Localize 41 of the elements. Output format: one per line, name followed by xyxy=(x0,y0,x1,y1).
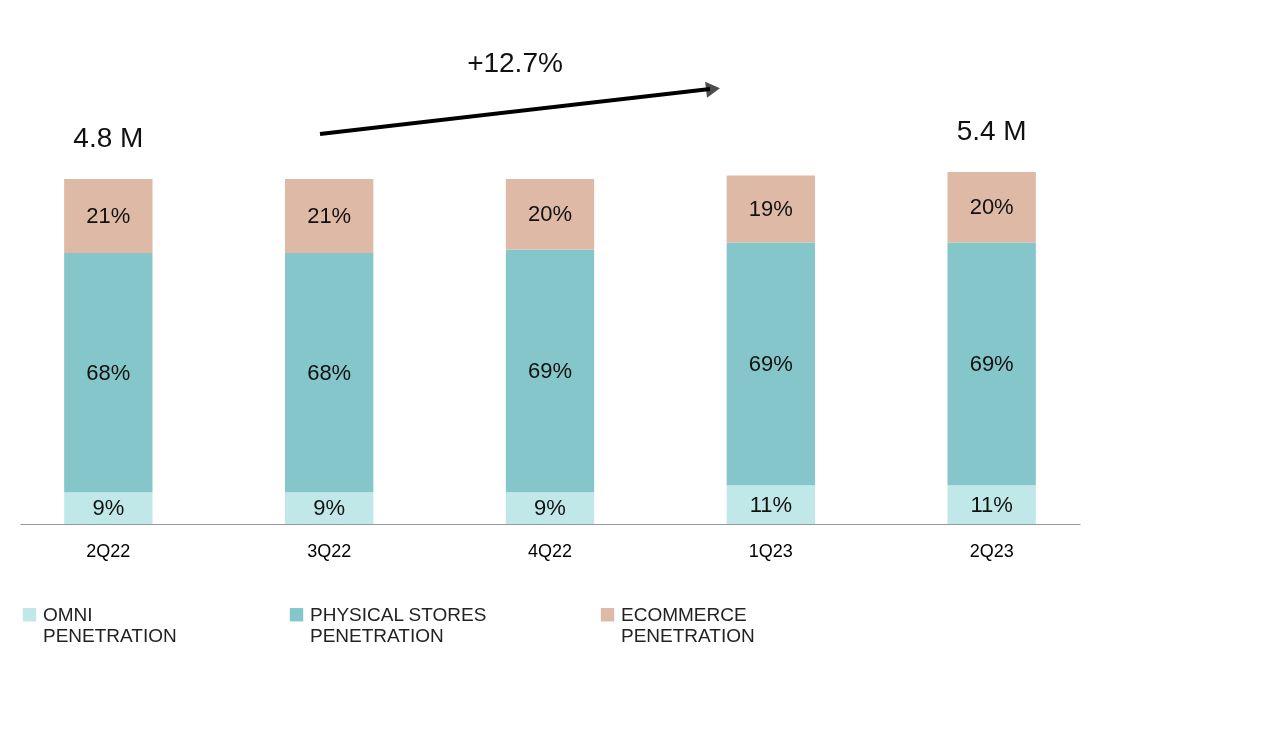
bar xyxy=(64,492,153,524)
bar xyxy=(505,249,595,493)
data-label: 68% xyxy=(307,359,352,385)
bar xyxy=(285,492,374,524)
text: +12.7% xyxy=(467,47,563,78)
bar xyxy=(726,175,815,243)
data-label: 21% xyxy=(86,203,131,228)
data-label: 69% xyxy=(527,357,573,383)
legend-label: ECOMMERCE PENETRATION xyxy=(621,603,755,646)
bar xyxy=(64,179,153,253)
data-label: 68% xyxy=(86,359,131,385)
legend-label: OMNI PENETRATION xyxy=(43,603,177,646)
bar xyxy=(947,485,1036,524)
data-label: 20% xyxy=(527,201,573,227)
bar xyxy=(285,179,374,253)
bar xyxy=(947,172,1036,243)
data-label: 11% xyxy=(749,491,793,517)
bar xyxy=(285,252,374,493)
data-label: 19% xyxy=(748,195,793,221)
data-label: 21% xyxy=(307,203,352,228)
data-label: 20% xyxy=(969,194,1014,220)
bar xyxy=(726,485,815,524)
x-tick-label: 4Q22 xyxy=(527,540,573,561)
x-tick-label: 1Q23 xyxy=(748,540,793,561)
x-tick-label: 2Q22 xyxy=(86,540,131,561)
annotation: 4.8 M xyxy=(73,122,144,154)
bar xyxy=(505,179,595,250)
bar xyxy=(64,252,153,493)
data-label: 9% xyxy=(534,495,566,521)
data-label: 9% xyxy=(92,495,125,521)
data-label: 69% xyxy=(748,350,793,376)
bar xyxy=(947,242,1036,486)
legend-label: PHYSICAL STORES PENETRATION xyxy=(310,603,487,646)
data-label: 11% xyxy=(970,491,1013,517)
data-label: 69% xyxy=(969,350,1014,376)
x-tick-label: 2Q23 xyxy=(969,540,1014,561)
data-label: 9% xyxy=(313,495,346,521)
bar xyxy=(726,242,815,486)
x-tick-label: 3Q22 xyxy=(307,540,352,561)
bar xyxy=(505,492,595,524)
annotation: 5.4 M xyxy=(956,115,1027,146)
